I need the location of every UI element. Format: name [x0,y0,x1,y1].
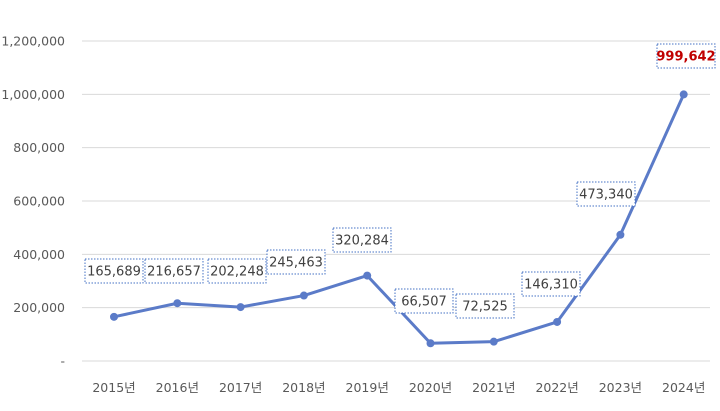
data-label-box [84,258,144,284]
x-tick-label: 2022년 [535,380,578,395]
data-label-box [207,258,267,284]
x-tick-label: 2021년 [472,380,515,395]
x-tick-label: 2023년 [599,380,642,395]
data-label-box [144,258,204,284]
x-axis: 2015년 2016년 2017년 2018년 2019년 2020년 2021년 2022년… [92,380,705,395]
y-tick-label: 400,000 [13,247,65,262]
data-point [110,312,118,321]
y-axis: - 200,000 400,000 600,000 800,000 1,000,000 1,… [1,34,65,369]
data-label-box [332,227,392,253]
data-label: 999,642 [656,50,715,65]
data-label: 320,284 [335,234,389,249]
x-tick-label: 2017년 [219,380,262,395]
x-tick-label: 2019년 [346,380,389,395]
data-point [363,271,372,280]
data-point [173,299,182,308]
data-point [616,230,625,239]
data-label: 202,248 [210,265,264,280]
data-label: 165,689 [87,265,141,280]
x-tick-label: 2024년 [662,380,705,395]
x-tick-label: 2015년 [92,380,135,395]
y-tick-label: 200,000 [13,300,65,315]
data-label-box [455,293,515,319]
data-label: 216,657 [147,265,201,280]
y-tick-label: 600,000 [13,194,65,209]
data-point [426,339,435,348]
y-tick-label: - [60,354,65,369]
y-tick-label: 1,200,000 [1,34,65,49]
data-point [489,337,498,346]
data-label: 66,507 [401,295,447,310]
data-label-box [266,249,326,275]
data-point [679,90,688,99]
data-point [299,291,308,300]
data-label: 245,463 [269,256,323,271]
data-label-box [656,43,716,69]
x-tick-label: 2016년 [156,380,199,395]
data-label: 473,340 [579,188,633,203]
data-label-box [576,181,636,207]
gridlines [82,40,710,362]
y-tick-label: 1,000,000 [1,87,65,102]
data-point [553,317,562,326]
data-label-box [521,271,581,297]
y-tick-label: 800,000 [13,140,65,155]
data-label: 146,310 [524,278,578,293]
x-tick-label: 2020년 [409,380,452,395]
data-label: 72,525 [462,300,508,315]
data-labels: 165,689 216,657 202,248 245,463 320,284 66,50… [84,43,716,319]
data-point [236,303,245,312]
data-label-box [394,288,454,314]
x-tick-label: 2018년 [282,380,325,395]
